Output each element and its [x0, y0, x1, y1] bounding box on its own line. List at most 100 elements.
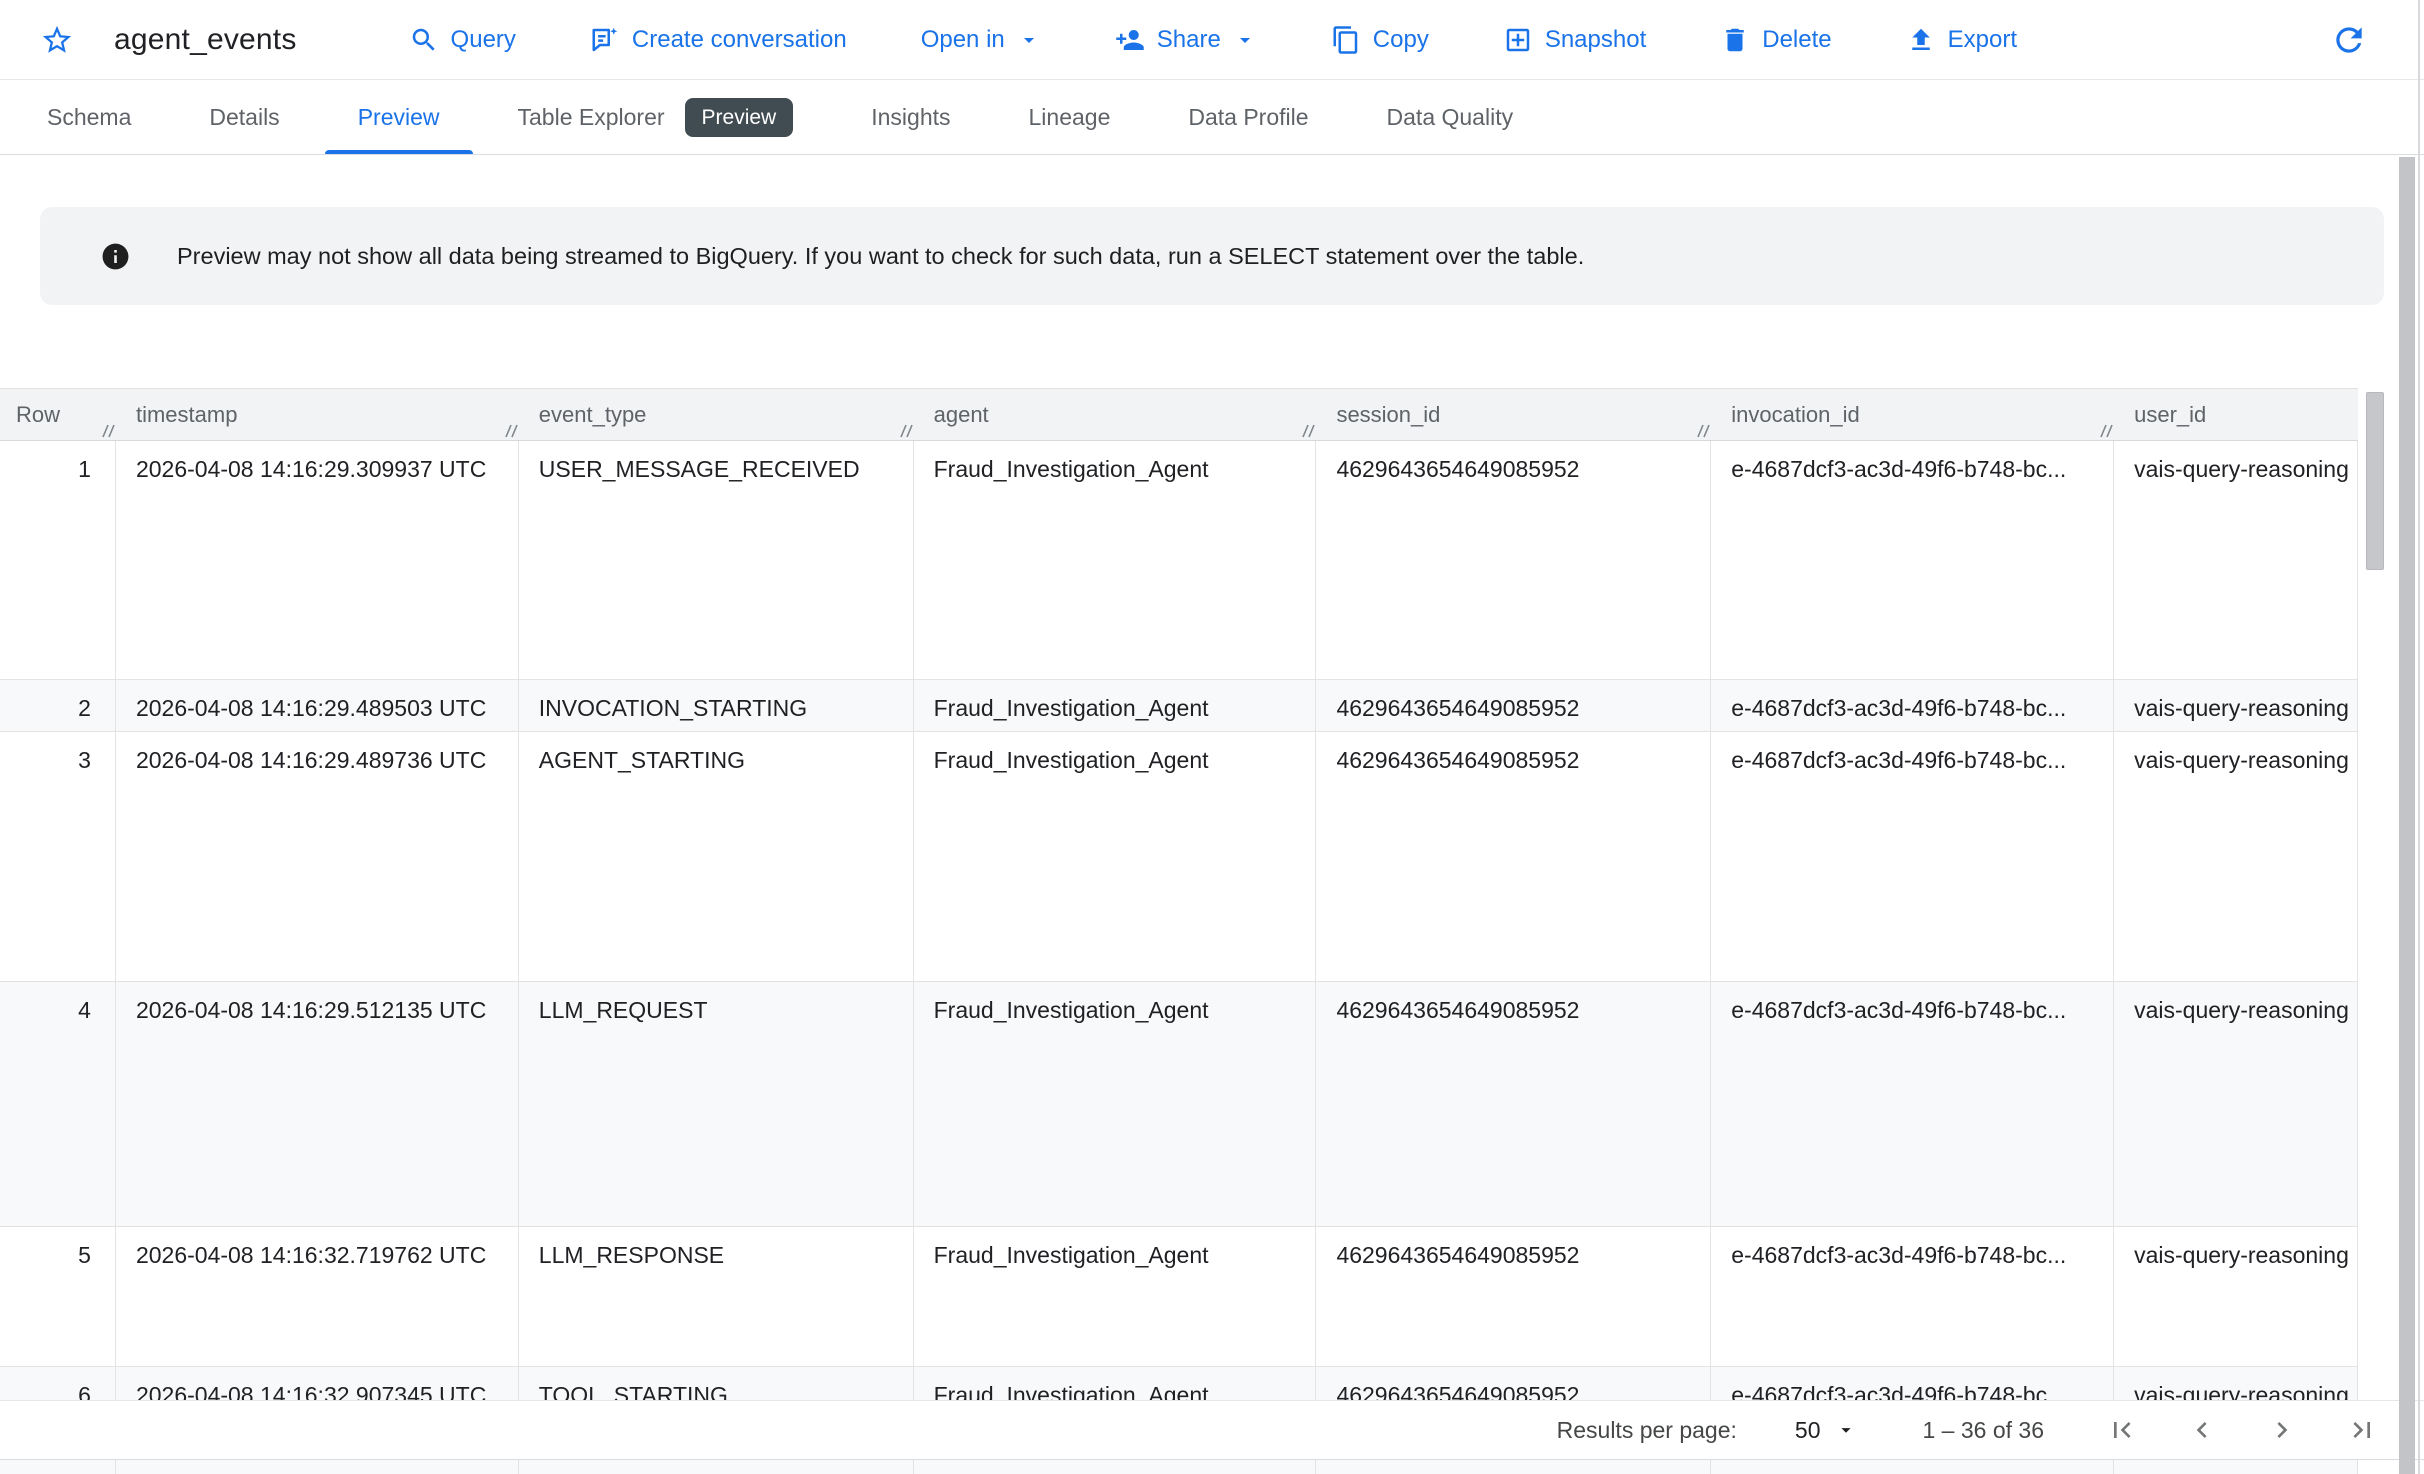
export-button[interactable]: Export	[1906, 25, 2017, 55]
delete-label: Delete	[1762, 25, 1832, 53]
page-title: agent_events	[114, 22, 297, 56]
chevron-down-icon	[1023, 37, 1034, 43]
refresh-icon	[2336, 26, 2362, 53]
column-resize-handle[interactable]	[101, 422, 116, 438]
tab-schema[interactable]: Schema	[8, 80, 170, 154]
tab-insights[interactable]: Insights	[832, 80, 989, 154]
star-icon	[42, 25, 72, 53]
delete-button[interactable]: Delete	[1720, 25, 1832, 55]
tab-table-explorer[interactable]: Table Explorer Preview	[479, 80, 833, 154]
share-label: Share	[1156, 25, 1221, 53]
tab-label: Insights	[871, 103, 951, 130]
snapshot-label: Snapshot	[1544, 25, 1647, 53]
share-button[interactable]: Share	[1115, 25, 1257, 55]
open-in-button[interactable]: Open in	[921, 26, 1041, 54]
first-page-button[interactable]	[2106, 1414, 2138, 1446]
copy-button[interactable]: Copy	[1331, 25, 1429, 55]
column-header-event-type: event_type	[519, 389, 914, 440]
tab-details[interactable]: Details	[170, 80, 318, 154]
column-resize-handle[interactable]	[899, 422, 914, 438]
page-scrollbar-thumb[interactable]	[2399, 157, 2415, 1474]
table-header-row: Row timestamp event_type agent session_i…	[0, 388, 2358, 441]
column-header-timestamp: timestamp	[116, 389, 519, 440]
tab-preview[interactable]: Preview	[319, 80, 479, 154]
star-button[interactable]	[40, 23, 74, 57]
cell-session-id: 4629643654649085952	[1316, 982, 1712, 1226]
tab-label: Preview	[357, 103, 440, 130]
cell-invocation-id: e-4687dcf3-ac3d-49f6-b748-bc...	[1711, 441, 2115, 679]
refresh-button[interactable]	[2330, 21, 2368, 59]
cell-event-type: LLM_RESPONSE	[519, 1227, 914, 1366]
column-resize-handle[interactable]	[504, 422, 519, 438]
cell-event-type: LLM_REQUEST	[519, 982, 914, 1226]
table-row: 3 2026-04-08 14:16:29.489736 UTC AGENT_S…	[0, 732, 2358, 982]
column-header-agent: agent	[914, 389, 1317, 440]
chevron-down-icon	[1239, 37, 1250, 43]
row-number: 4	[0, 982, 116, 1226]
table-scrollbar-thumb[interactable]	[2366, 392, 2384, 570]
cell-user-id: vais-query-reasoning	[2114, 441, 2358, 679]
paginator-bar: Results per page: 50 1 – 36 of 36	[0, 1400, 2424, 1460]
page-size-select[interactable]: 50	[1795, 1417, 1857, 1444]
row-number: 1	[0, 441, 116, 679]
toolbar: agent_events Query Create conversation O…	[0, 0, 2424, 80]
snapshot-button[interactable]: Snapshot	[1503, 25, 1646, 55]
create-conversation-label: Create conversation	[631, 25, 847, 53]
cell-session-id: 4629643654649085952	[1316, 441, 1712, 679]
column-header-label: invocation_id	[1731, 401, 1860, 427]
cell-agent: Fraud_Investigation_Agent	[914, 441, 1317, 679]
person-add-icon	[1116, 29, 1144, 50]
cell-timestamp: 2026-04-08 14:16:29.512135 UTC	[116, 982, 519, 1226]
chevron-right-icon	[2277, 1422, 2288, 1438]
tab-data-profile[interactable]: Data Profile	[1149, 80, 1347, 154]
tab-bar: Schema Details Preview Table Explorer Pr…	[0, 80, 2424, 155]
cell-session-id: 4629643654649085952	[1316, 680, 1712, 731]
column-header-session-id: session_id	[1316, 389, 1711, 440]
column-resize-handle[interactable]	[2099, 422, 2114, 438]
cell-timestamp: 2026-04-08 14:16:29.489736 UTC	[116, 732, 519, 981]
tab-label: Table Explorer	[517, 103, 665, 130]
cell-invocation-id: e-4687dcf3-ac3d-49f6-b748-bc...	[1711, 732, 2115, 981]
banner-text: Preview may not show all data being stre…	[177, 242, 1585, 269]
query-label: Query	[450, 25, 516, 53]
column-resize-handle[interactable]	[1301, 422, 1316, 438]
export-label: Export	[1947, 25, 2017, 53]
column-header-label: Row	[16, 401, 61, 427]
tab-label: Lineage	[1028, 103, 1111, 130]
tab-lineage[interactable]: Lineage	[990, 80, 1150, 154]
column-header-label: timestamp	[135, 401, 238, 427]
next-page-button[interactable]	[2266, 1414, 2298, 1446]
open-in-label: Open in	[920, 25, 1005, 53]
column-header-user-id: user_id	[2114, 389, 2358, 440]
tab-data-quality[interactable]: Data Quality	[1348, 80, 1553, 154]
export-icon	[1911, 28, 1930, 50]
preview-table: Row timestamp event_type agent session_i…	[0, 388, 2358, 1474]
snapshot-icon	[1506, 28, 1530, 51]
results-per-page-label: Results per page:	[1556, 1416, 1737, 1443]
create-conversation-icon	[592, 27, 618, 51]
page-range-label: 1 – 36 of 36	[1922, 1416, 2045, 1443]
row-number: 3	[0, 732, 116, 981]
previous-page-button[interactable]	[2186, 1414, 2218, 1446]
table-row: 1 2026-04-08 14:16:29.309937 UTC USER_ME…	[0, 441, 2358, 680]
create-conversation-button[interactable]: Create conversation	[590, 25, 847, 55]
info-banner: Preview may not show all data being stre…	[40, 207, 2384, 305]
last-page-button[interactable]	[2346, 1414, 2378, 1446]
dropdown-caret-icon	[1840, 1428, 1851, 1433]
cell-event-type: AGENT_STARTING	[519, 732, 914, 981]
cell-user-id: vais-query-reasoning	[2114, 680, 2358, 731]
column-header-label: agent	[933, 401, 989, 427]
cell-user-id: vais-query-reasoning	[2114, 982, 2358, 1226]
column-resize-handle[interactable]	[1696, 422, 1711, 438]
cell-invocation-id: e-4687dcf3-ac3d-49f6-b748-bc...	[1711, 680, 2115, 731]
page-scrollbar-track	[2418, 0, 2420, 1474]
delete-icon	[1726, 28, 1744, 51]
tab-label: Details	[209, 103, 280, 130]
tab-label: Schema	[47, 103, 132, 130]
column-header-label: user_id	[2134, 401, 2207, 427]
cell-timestamp: 2026-04-08 14:16:29.309937 UTC	[116, 441, 519, 679]
search-icon	[412, 28, 435, 51]
tab-label: Data Quality	[1386, 103, 1514, 130]
query-button[interactable]: Query	[409, 25, 516, 55]
